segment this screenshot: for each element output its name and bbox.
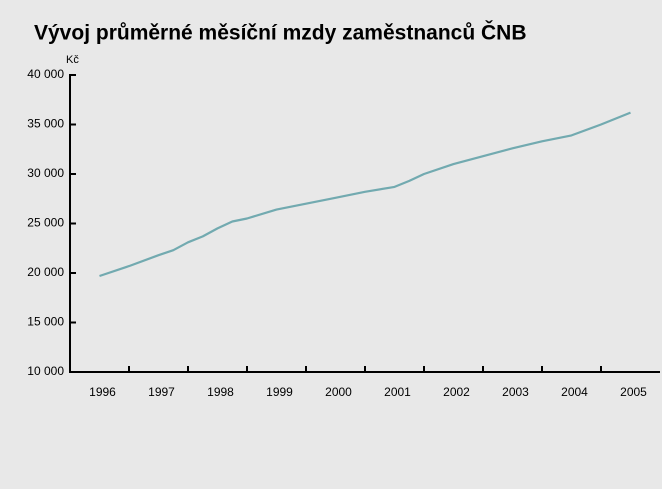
y-tick-label: 15 000 [27,315,64,329]
y-axis-label: Kč [66,54,79,66]
y-tick-label: 25 000 [27,216,64,230]
x-tick-label: 1996 [89,385,116,399]
y-tick-label: 20 000 [27,265,64,279]
x-tick-label: 2004 [561,385,588,399]
y-tick-label: 40 000 [27,67,64,81]
x-tick-label: 2000 [325,385,352,399]
data-line [99,111,631,278]
x-tick-label: 1999 [266,385,293,399]
chart-title: Vývoj průměrné měsíční mzdy zaměstnanců … [34,21,527,45]
x-tick-label: 2002 [443,385,470,399]
x-tick-label: 1998 [207,385,234,399]
x-tick-label: 2003 [502,385,529,399]
y-tick-label: 10 000 [27,364,64,378]
x-tick-label: 2001 [384,385,411,399]
x-tick-label: 1997 [148,385,175,399]
y-tick-label: 30 000 [27,166,64,180]
x-tick-label: 2005 [620,385,647,399]
y-tick-label: 35 000 [27,117,64,131]
